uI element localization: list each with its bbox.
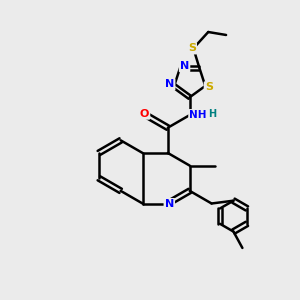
Text: N: N bbox=[180, 61, 189, 71]
Text: H: H bbox=[208, 109, 216, 118]
Text: N: N bbox=[165, 199, 174, 209]
Text: S: S bbox=[205, 82, 213, 92]
Text: S: S bbox=[188, 44, 196, 53]
Text: O: O bbox=[140, 109, 149, 118]
Text: NH: NH bbox=[189, 110, 207, 120]
Text: N: N bbox=[165, 80, 174, 89]
